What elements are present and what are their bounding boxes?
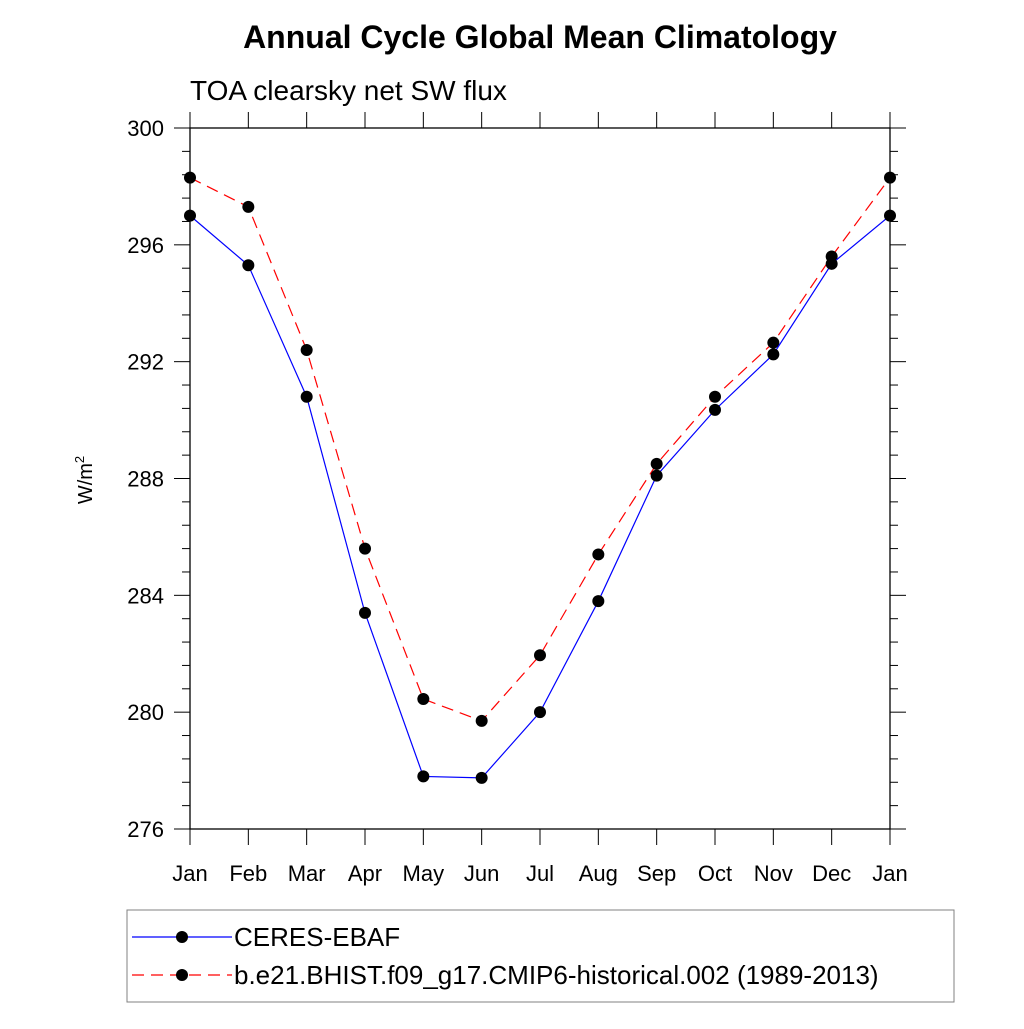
- legend-marker: [176, 931, 188, 943]
- data-point: [534, 649, 546, 662]
- data-point: [650, 457, 663, 470]
- plot-frame: [189, 127, 891, 830]
- y-tick-label: 292: [127, 350, 164, 375]
- series-group: [184, 171, 896, 784]
- data-point: [475, 714, 488, 727]
- legend-box: [126, 909, 955, 1003]
- y-tick-label: 296: [127, 233, 164, 258]
- data-point: [709, 403, 721, 416]
- y-tick-label: 276: [127, 817, 164, 842]
- x-tick-label: Nov: [754, 861, 793, 886]
- x-tick-label: Oct: [698, 861, 732, 886]
- series-line: [189, 215, 891, 779]
- data-point: [359, 606, 371, 619]
- y-axis-label-text: W/m: [75, 463, 97, 504]
- x-tick-label: Sep: [637, 861, 676, 886]
- data-point: [184, 209, 196, 222]
- data-point: [767, 348, 780, 361]
- data-point: [534, 706, 546, 719]
- x-tick-label: Aug: [579, 861, 618, 886]
- legend-label: b.e21.BHIST.f09_g17.CMIP6-historical.002…: [234, 960, 879, 990]
- series-line: [189, 177, 891, 722]
- data-point: [359, 542, 371, 555]
- data-point: [184, 171, 196, 184]
- chart-subtitle: TOA clearsky net SW flux: [190, 75, 507, 106]
- y-tick-label: 284: [127, 583, 164, 608]
- x-tick-label: Dec: [812, 861, 851, 886]
- data-point: [884, 171, 896, 184]
- x-tick-label: Feb: [229, 861, 267, 886]
- axes: 276 280 284 288 292 296 300 Jan Feb Mar Apr May Jun J…: [72, 112, 908, 886]
- data-point: [417, 770, 430, 783]
- data-point: [300, 390, 313, 403]
- data-point: [300, 343, 313, 356]
- legend-marker: [176, 969, 188, 981]
- data-point: [417, 693, 430, 706]
- legend-label: CERES-EBAF: [234, 922, 400, 952]
- x-tick-label: May: [403, 861, 445, 886]
- x-tick-label: Jan: [872, 861, 907, 886]
- data-point: [475, 771, 488, 784]
- x-tick-label: Apr: [348, 861, 382, 886]
- y-axis-label-superscript: 2: [72, 456, 87, 463]
- data-point: [884, 209, 896, 222]
- data-point: [650, 469, 663, 482]
- data-point: [592, 548, 605, 561]
- y-tick-label: 288: [127, 467, 164, 492]
- legend: CERES-EBAF b.e21.BHIST.f09_g17.CMIP6-hist…: [126, 909, 955, 1003]
- x-tick-label: Jun: [464, 861, 499, 886]
- x-tick-label: Jul: [526, 861, 554, 886]
- data-point: [242, 259, 255, 272]
- y-axis-label: W/m2: [72, 456, 97, 504]
- data-point: [825, 257, 838, 270]
- data-point: [767, 336, 780, 349]
- y-tick-label: 300: [127, 116, 164, 141]
- chart-title: Annual Cycle Global Mean Climatology: [243, 19, 837, 55]
- data-point: [709, 390, 721, 403]
- data-point: [592, 595, 605, 608]
- x-tick-label: Mar: [288, 861, 326, 886]
- y-tick-label: 280: [127, 700, 164, 725]
- data-point: [242, 200, 255, 213]
- x-tick-label: Jan: [172, 861, 207, 886]
